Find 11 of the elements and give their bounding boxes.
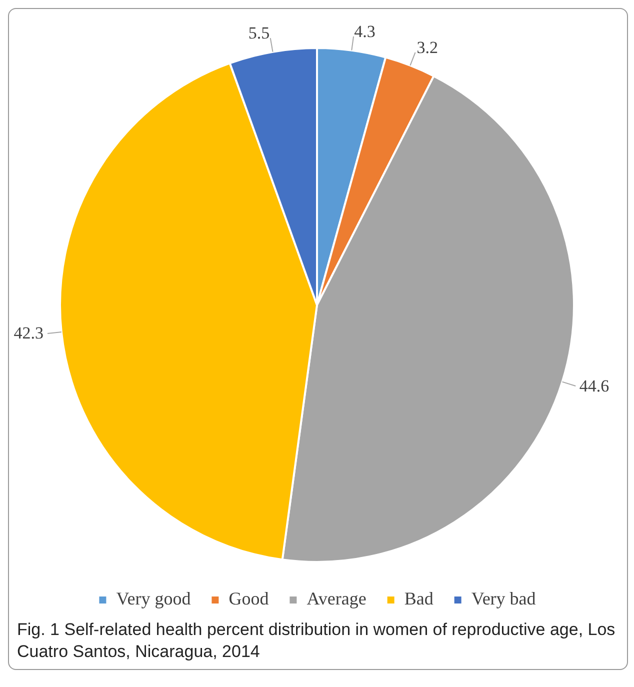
data-label: 44.6 xyxy=(579,376,610,396)
data-label: 3.2 xyxy=(416,38,438,58)
legend-label: Average xyxy=(306,588,366,609)
legend-label: Very good xyxy=(116,588,191,609)
data-label: 5.5 xyxy=(248,24,270,43)
legend-label: Very bad xyxy=(471,588,536,609)
data-label: 42.3 xyxy=(14,323,44,342)
caption: Fig. 1 Self-related health percent distribution in women of reproductive age, Los Cuatro Santos, Nicaragua, 2014 xyxy=(16,619,616,664)
legend-label: Bad xyxy=(404,588,434,609)
legend-label: Good xyxy=(228,588,269,609)
data-label: 4.3 xyxy=(354,22,376,41)
